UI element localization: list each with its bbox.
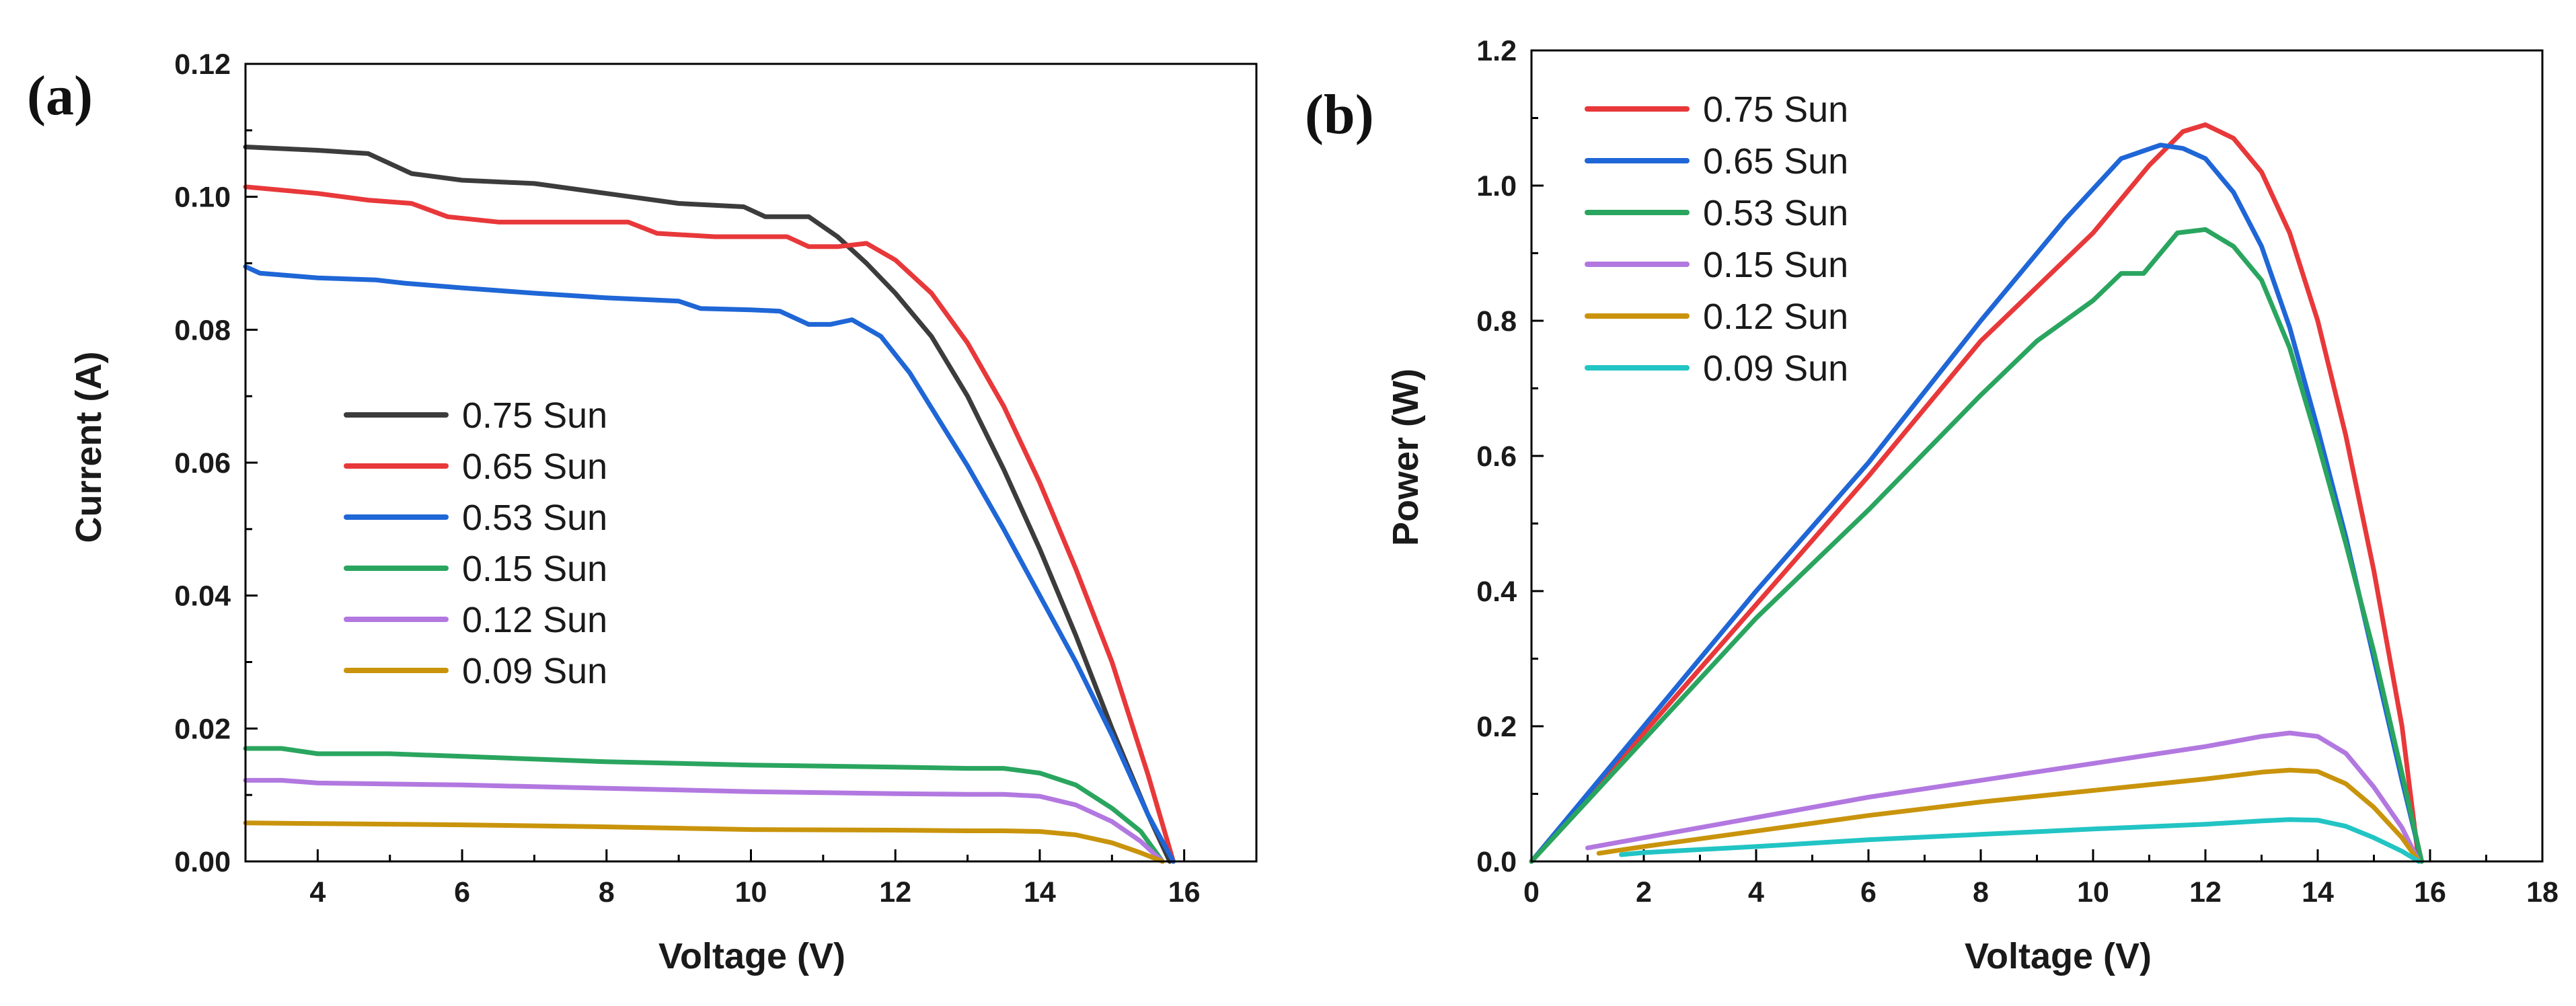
legend-label: 0.65 Sun <box>1703 141 1848 182</box>
x-tick-label: 6 <box>454 876 470 908</box>
series-line-0-15-sun <box>243 746 1165 864</box>
x-tick-label: 8 <box>1973 876 1989 908</box>
panel-b-legend: 0.75 Sun 0.65 Sun 0.53 Sun 0.15 Sun 0.12 Sun… <box>1585 89 1848 389</box>
x-tick-label: 10 <box>735 876 767 908</box>
legend-label: 0.12 Sun <box>1703 297 1848 337</box>
series-line-0-12-sun <box>243 777 1165 864</box>
series-line-0-75-sun <box>243 145 1172 864</box>
y-tick-label: 0.8 <box>1476 305 1517 338</box>
y-tick-label: 1.2 <box>1476 35 1517 67</box>
panel-a-y-axis-title: Current (A) <box>69 352 109 543</box>
y-tick-label: 0.00 <box>174 846 231 878</box>
y-tick-label: 0.06 <box>174 447 231 479</box>
x-tick-label: 16 <box>1168 876 1201 908</box>
y-tick-label: 0.4 <box>1476 576 1517 608</box>
series-line-0-53-sun <box>1529 227 2424 864</box>
legend-label: 0.12 Sun <box>462 600 607 640</box>
panel-a-series <box>243 145 1176 864</box>
y-tick-label: 0.12 <box>174 48 231 81</box>
panel-a-plot-frame <box>244 63 1258 863</box>
y-tick-label: 0.6 <box>1476 440 1517 473</box>
panel-a-x-axis-title: Voltage (V) <box>658 936 845 976</box>
legend-label: 0.75 Sun <box>1703 89 1848 130</box>
panel-a-label: (a) <box>27 65 93 127</box>
series-line-0-53-sun <box>243 264 1176 864</box>
x-tick-label: 4 <box>309 876 326 908</box>
x-tick-label: 18 <box>2526 876 2559 908</box>
legend-label: 0.09 Sun <box>462 651 607 691</box>
y-tick-label: 0.04 <box>174 580 231 613</box>
series-line-0-15-sun <box>1585 730 2421 864</box>
legend-label: 0.15 Sun <box>1703 245 1848 285</box>
x-tick-label: 12 <box>2189 876 2222 908</box>
series-line-0-09-sun <box>243 820 1165 864</box>
y-tick-label: 0.08 <box>174 314 231 346</box>
series-line-0-12-sun <box>1596 767 2421 864</box>
legend-label: 0.53 Sun <box>1703 193 1848 233</box>
x-tick-label: 10 <box>2077 876 2109 908</box>
panel-a-current-voltage: (a) Current (A) Voltage (V) 4 6 8 10 12 14 16 0… <box>27 48 1258 976</box>
legend-label: 0.53 Sun <box>462 498 607 538</box>
series-line-0-09-sun <box>1619 817 2421 864</box>
y-tick-label: 0.02 <box>174 713 231 745</box>
x-tick-label: 8 <box>599 876 615 908</box>
x-tick-label: 4 <box>1748 876 1764 908</box>
x-tick-label: 12 <box>879 876 911 908</box>
panel-b-plot-frame <box>1530 49 2544 863</box>
y-tick-label: 0.0 <box>1476 846 1517 878</box>
panel-b-x-axis-title: Voltage (V) <box>1965 936 2152 976</box>
legend-label: 0.15 Sun <box>462 549 607 589</box>
x-tick-label: 14 <box>1024 876 1056 908</box>
panel-a-ticks: 4 6 8 10 12 14 16 0.00 0.02 0.04 0.06 0.08 0.10 0.12 <box>174 48 1258 908</box>
series-line-0-75-sun <box>1529 122 2421 864</box>
panel-a-legend: 0.75 Sun 0.65 Sun 0.53 Sun 0.15 Sun 0.12 Sun… <box>344 395 607 691</box>
panel-b-label: (b) <box>1305 83 1374 146</box>
y-tick-label: 1.0 <box>1476 170 1517 202</box>
series-line-0-65-sun <box>243 184 1176 864</box>
series-line-0-65-sun <box>1529 143 2424 864</box>
legend-label: 0.09 Sun <box>1703 348 1848 389</box>
panel-b-ticks: 0 2 4 6 8 10 12 14 16 18 0.0 0.2 0.4 0.6 0.8 1.0 1.2 <box>1476 35 2559 908</box>
y-tick-label: 0.10 <box>174 182 231 214</box>
legend-label: 0.75 Sun <box>462 395 607 436</box>
x-tick-label: 14 <box>2302 876 2334 908</box>
y-tick-label: 0.2 <box>1476 711 1517 743</box>
panel-b-power-voltage: (b) Power (W) Voltage (V) 0 2 4 6 8 10 12 14 16 1… <box>1305 35 2559 976</box>
x-tick-label: 2 <box>1636 876 1652 908</box>
legend-label: 0.65 Sun <box>462 447 607 487</box>
x-tick-label: 6 <box>1860 876 1877 908</box>
panel-b-series <box>1529 122 2424 864</box>
panel-b-y-axis-title: Power (W) <box>1386 369 1426 546</box>
x-tick-label: 0 <box>1523 876 1540 908</box>
x-tick-label: 16 <box>2414 876 2446 908</box>
